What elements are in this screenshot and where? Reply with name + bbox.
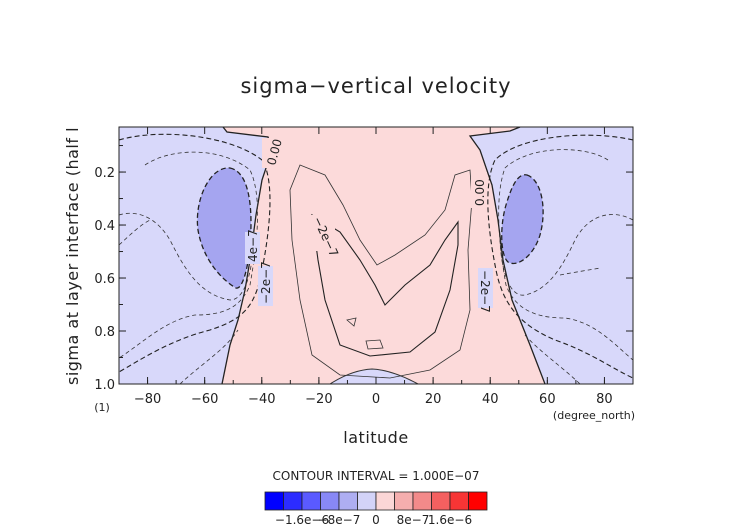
- colorbar: [264, 491, 488, 511]
- colorbar-swatch: [320, 491, 340, 511]
- negative-core-north: [501, 174, 544, 265]
- y-tick-label: 0.6: [94, 272, 115, 287]
- colorbar-tick-label: −8e−7: [318, 513, 361, 527]
- plot-area: [119, 127, 633, 384]
- colorbar-swatch: [264, 491, 284, 511]
- colorbar-labels: −1.6e−6−8e−7 0 8e−71.6e−6: [275, 513, 472, 527]
- negative-contour-south: [119, 133, 271, 373]
- colorbar-swatch: [357, 491, 377, 511]
- x-tick-label: −40: [248, 392, 275, 407]
- y-axis: 0.2 0.4 0.6 0.8 1.0: [94, 145, 633, 393]
- zero-contour: [221, 127, 273, 384]
- y-axis-unit: (1): [94, 401, 110, 414]
- negative-contour-north: [524, 334, 581, 384]
- colorbar-tick-label: 1.6e−6: [428, 513, 472, 527]
- colorbar-tick-label: 0: [372, 513, 380, 527]
- negative-contour-south: [119, 212, 255, 301]
- colorbar-tick-label: 8e−7: [397, 513, 430, 527]
- colorbar-swatch: [375, 491, 395, 511]
- contour-label: 4e−7: [246, 229, 260, 262]
- x-tick-label: −80: [134, 392, 161, 407]
- colorbar-swatch: [394, 491, 414, 511]
- y-tick-label: 0.8: [94, 325, 115, 340]
- negative-contour-south: [119, 219, 151, 246]
- positive-region-tropics: [222, 127, 545, 384]
- x-tick-label: −60: [191, 392, 218, 407]
- colorbar-swatch: [283, 491, 303, 511]
- contour-label: −2e−7: [478, 270, 492, 313]
- contour-interval-text: CONTOUR INTERVAL = 1.000E−07: [273, 469, 480, 483]
- x-tick-label: 40: [482, 392, 499, 407]
- colorbar-swatch: [338, 491, 358, 511]
- negative-core-south: [196, 167, 252, 289]
- negative-contour-north: [498, 149, 633, 361]
- x-tick-label: 0: [372, 392, 380, 407]
- positive-contour: [346, 317, 357, 327]
- negative-contour-north: [499, 214, 633, 296]
- x-tick-label: 20: [425, 392, 442, 407]
- x-axis-label: latitude: [343, 428, 408, 447]
- positive-contour: [311, 213, 459, 357]
- negative-region-surface: [329, 368, 419, 384]
- contour-label: 0.00: [264, 137, 284, 166]
- x-tick-label: 60: [539, 392, 556, 407]
- chart-title: sigma−vertical velocity: [240, 74, 511, 98]
- y-tick-label: 1.0: [94, 378, 115, 393]
- colorbar-swatch: [449, 491, 469, 511]
- y-tick-label: 0.4: [94, 219, 115, 234]
- colorbar-tick-label: −1.6e−6: [275, 513, 329, 527]
- negative-contour-north: [559, 267, 601, 276]
- positive-contour: [289, 164, 473, 379]
- negative-contour-north: [487, 134, 633, 379]
- x-axis-unit: (degree_north): [553, 409, 635, 422]
- positive-contour: [365, 339, 384, 350]
- contour-label: 0.00: [473, 179, 487, 206]
- contour-labels: 0.00 0.00 −2e−7 4e−7 −2e−7 −2e−7: [245, 137, 493, 313]
- contour-label: −2e−7: [259, 261, 273, 304]
- x-tick-label: 80: [596, 392, 613, 407]
- y-axis-label: sigma at layer interface (half l: [63, 127, 82, 385]
- colorbar-swatch: [412, 491, 432, 511]
- x-axis: −80 −60 −40 −20 0 20 40 60 80: [118, 127, 634, 407]
- colorbar-swatch: [301, 491, 321, 511]
- y-tick-label: 0.2: [94, 166, 115, 181]
- colorbar-swatch: [468, 491, 488, 511]
- colorbar-swatch: [431, 491, 451, 511]
- negative-contour-south: [119, 151, 258, 359]
- negative-contour-south: [179, 329, 239, 384]
- x-tick-label: −20: [305, 392, 332, 407]
